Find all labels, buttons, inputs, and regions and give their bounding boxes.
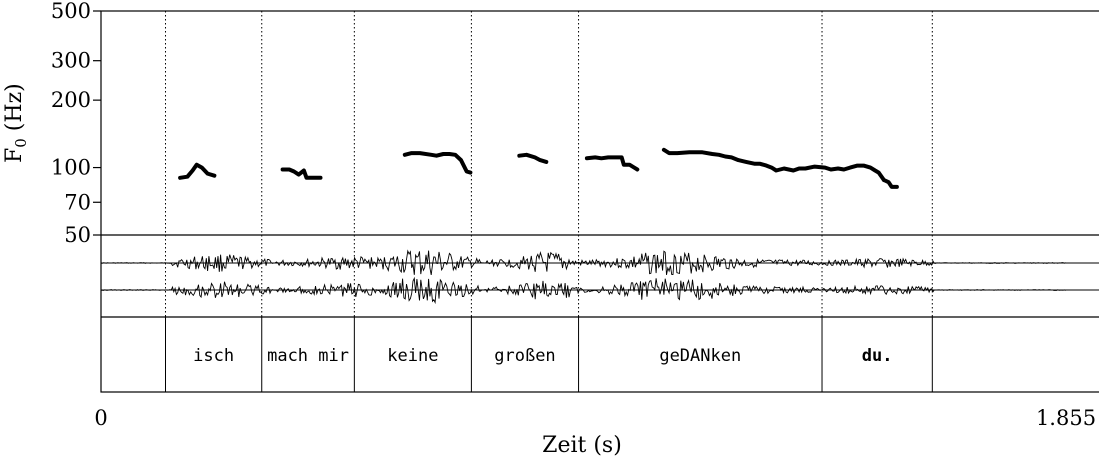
f0-contour [881, 178, 899, 189]
y-axis-title: F0 (Hz) [2, 83, 30, 163]
y-tick-label: 200 [51, 88, 91, 112]
x-tick-label-end: 1.855 [1036, 406, 1096, 430]
word-label: geDANken [659, 346, 741, 366]
y-tick-label: 500 [51, 0, 91, 23]
f0-contour [584, 155, 640, 172]
word-label: isch [193, 346, 234, 366]
f0-contour [517, 152, 549, 164]
waveform [100, 249, 1099, 305]
tier-boundaries [165, 317, 933, 392]
y-tick-label: 70 [64, 190, 91, 214]
y-tick-label: 50 [64, 223, 91, 247]
y-tick-label: 300 [51, 49, 91, 73]
y-tick-label: 100 [51, 156, 91, 180]
y-axis-title-subscript: 0 [12, 138, 30, 148]
f0-contours [178, 147, 899, 189]
y-axis-title-unit: (Hz) [2, 83, 27, 138]
waveform-channel-2 [100, 276, 1066, 305]
y-axis: 500 300 200 100 70 50 [51, 0, 101, 247]
f0-contour [661, 147, 886, 182]
word-label: keine [387, 346, 438, 366]
f0-contour [178, 162, 217, 180]
x-tick-label-start: 0 [94, 406, 107, 430]
word-label: du. [862, 346, 893, 366]
word-label: mach mir [267, 346, 349, 366]
boundary-lines [165, 11, 933, 317]
word-tier: isch mach mir keine großen geDANken du. [193, 346, 892, 366]
f0-contour [402, 151, 473, 175]
f0-contour [280, 167, 323, 180]
x-axis-title: Zeit (s) [542, 433, 622, 458]
word-label: großen [494, 346, 555, 366]
waveform-channel-1 [100, 249, 1066, 275]
y-axis-title-main: F [2, 148, 27, 163]
plot-frame [100, 10, 1099, 393]
